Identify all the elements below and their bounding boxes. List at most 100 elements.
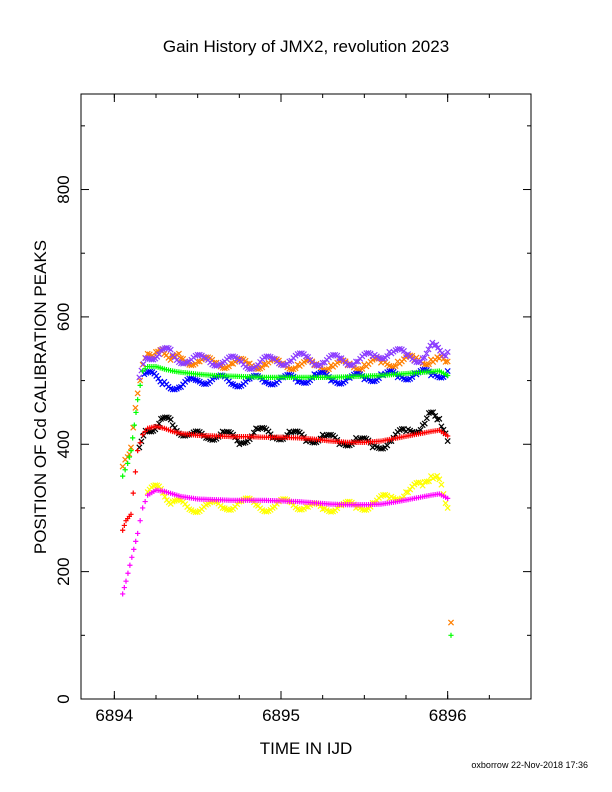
data-point xyxy=(140,505,146,511)
data-point-interp xyxy=(130,424,137,431)
data-point-interp xyxy=(369,378,376,385)
data-point-interp xyxy=(421,354,428,361)
data-point-interp xyxy=(176,430,182,436)
data-point xyxy=(447,619,455,626)
y-tick-label: 600 xyxy=(54,303,73,331)
series-1 xyxy=(136,339,451,381)
data-point-interp xyxy=(426,429,432,435)
data-point-interp xyxy=(184,359,191,366)
data-point xyxy=(444,358,451,365)
data-point-interp xyxy=(427,342,434,349)
data-point-interp xyxy=(255,362,262,369)
data-point-interp xyxy=(156,483,163,490)
data-point-interp xyxy=(126,454,132,460)
data-point-interp xyxy=(192,377,199,384)
y-tick-label: 400 xyxy=(54,430,73,458)
data-point xyxy=(157,415,165,422)
data-point-interp xyxy=(442,352,449,360)
data-point-interp xyxy=(180,360,187,367)
data-point-interp xyxy=(140,361,147,368)
data-point-interp xyxy=(126,513,132,520)
data-point-interp xyxy=(151,363,157,370)
data-point xyxy=(131,422,137,428)
data-point-interp xyxy=(167,490,174,496)
series-7 xyxy=(120,487,451,597)
data-point-interp xyxy=(432,412,439,419)
data-point xyxy=(444,438,451,445)
y-tick-label: 0 xyxy=(54,694,73,703)
data-point-interp xyxy=(334,352,341,359)
data-point-interp xyxy=(421,420,428,427)
data-point-interp xyxy=(288,366,295,373)
data-point xyxy=(123,578,129,584)
x-axis-label: TIME IN IJD xyxy=(260,739,353,758)
data-point-interp xyxy=(384,492,391,499)
data-point-interp xyxy=(434,491,440,497)
data-point-interp xyxy=(442,500,449,507)
data-point-interp xyxy=(438,481,445,488)
data-point-interp xyxy=(425,346,432,353)
data-point-interp xyxy=(429,339,436,346)
data-point xyxy=(119,463,126,470)
data-point-interp xyxy=(217,502,224,509)
data-point-interp xyxy=(159,488,165,494)
data-point-interp xyxy=(161,493,168,500)
data-point-interp xyxy=(423,415,430,422)
data-point-interp xyxy=(300,351,307,358)
series-4 xyxy=(136,409,451,452)
data-point-interp xyxy=(156,420,163,427)
data-point-interp xyxy=(167,367,174,374)
data-point-interp xyxy=(152,482,159,489)
data-point-interp xyxy=(129,554,135,560)
data-point-interp xyxy=(121,522,127,529)
data-point-interp xyxy=(359,365,366,372)
data-point xyxy=(135,448,141,454)
y-axis-label: POSITION OF Cd CALIBRATION PEAKS xyxy=(31,240,50,554)
data-point-interp xyxy=(159,425,165,431)
data-point-interp xyxy=(292,428,299,435)
data-point xyxy=(402,489,410,496)
data-point-interp xyxy=(434,416,441,423)
data-point-interp xyxy=(405,489,412,496)
data-point-interp xyxy=(225,363,232,370)
data-point-interp xyxy=(200,503,207,510)
data-point-interp xyxy=(400,347,407,354)
data-point-interp xyxy=(259,424,266,431)
data-point xyxy=(135,397,141,403)
chart-title: Gain History of JMX2, revolution 2023 xyxy=(163,37,449,56)
data-point-interp xyxy=(132,469,139,475)
data-point-interp xyxy=(131,546,137,552)
x-tick-label: 6894 xyxy=(95,706,133,725)
data-point-interp xyxy=(435,344,442,351)
data-point-interp xyxy=(423,350,430,357)
data-point-interp xyxy=(361,507,368,514)
data-point-interp xyxy=(434,427,440,434)
y-tick-label: 200 xyxy=(54,557,73,585)
data-point-interp xyxy=(142,428,148,435)
footer-credit: oxborrow 22-Nov-2018 17:36 xyxy=(471,760,588,770)
y-axis: 0 200 400 600 800 xyxy=(54,125,531,704)
data-point xyxy=(125,460,131,466)
data-point-interp xyxy=(163,344,170,351)
data-point-interp xyxy=(142,366,148,372)
data-point-interp xyxy=(300,505,307,512)
data-point-interp xyxy=(133,409,139,416)
series-6 xyxy=(144,472,451,516)
data-point-interp xyxy=(392,499,399,505)
data-point xyxy=(140,432,146,438)
data-point-interp xyxy=(284,360,291,367)
data-point xyxy=(128,448,134,454)
data-point-interp xyxy=(137,382,143,388)
data-point-interp xyxy=(267,506,274,513)
data-point-interp xyxy=(225,506,232,514)
data-point-interp xyxy=(188,362,195,369)
data-point-interp xyxy=(425,361,432,368)
data-point-interp xyxy=(259,364,266,371)
data-point-interp xyxy=(167,500,174,507)
data-point-interp xyxy=(442,431,449,438)
data-point-interp xyxy=(367,350,374,357)
data-point xyxy=(444,504,451,511)
data-point-interp xyxy=(167,416,174,423)
data-point-interp xyxy=(280,362,287,369)
data-point-interp xyxy=(151,488,157,494)
